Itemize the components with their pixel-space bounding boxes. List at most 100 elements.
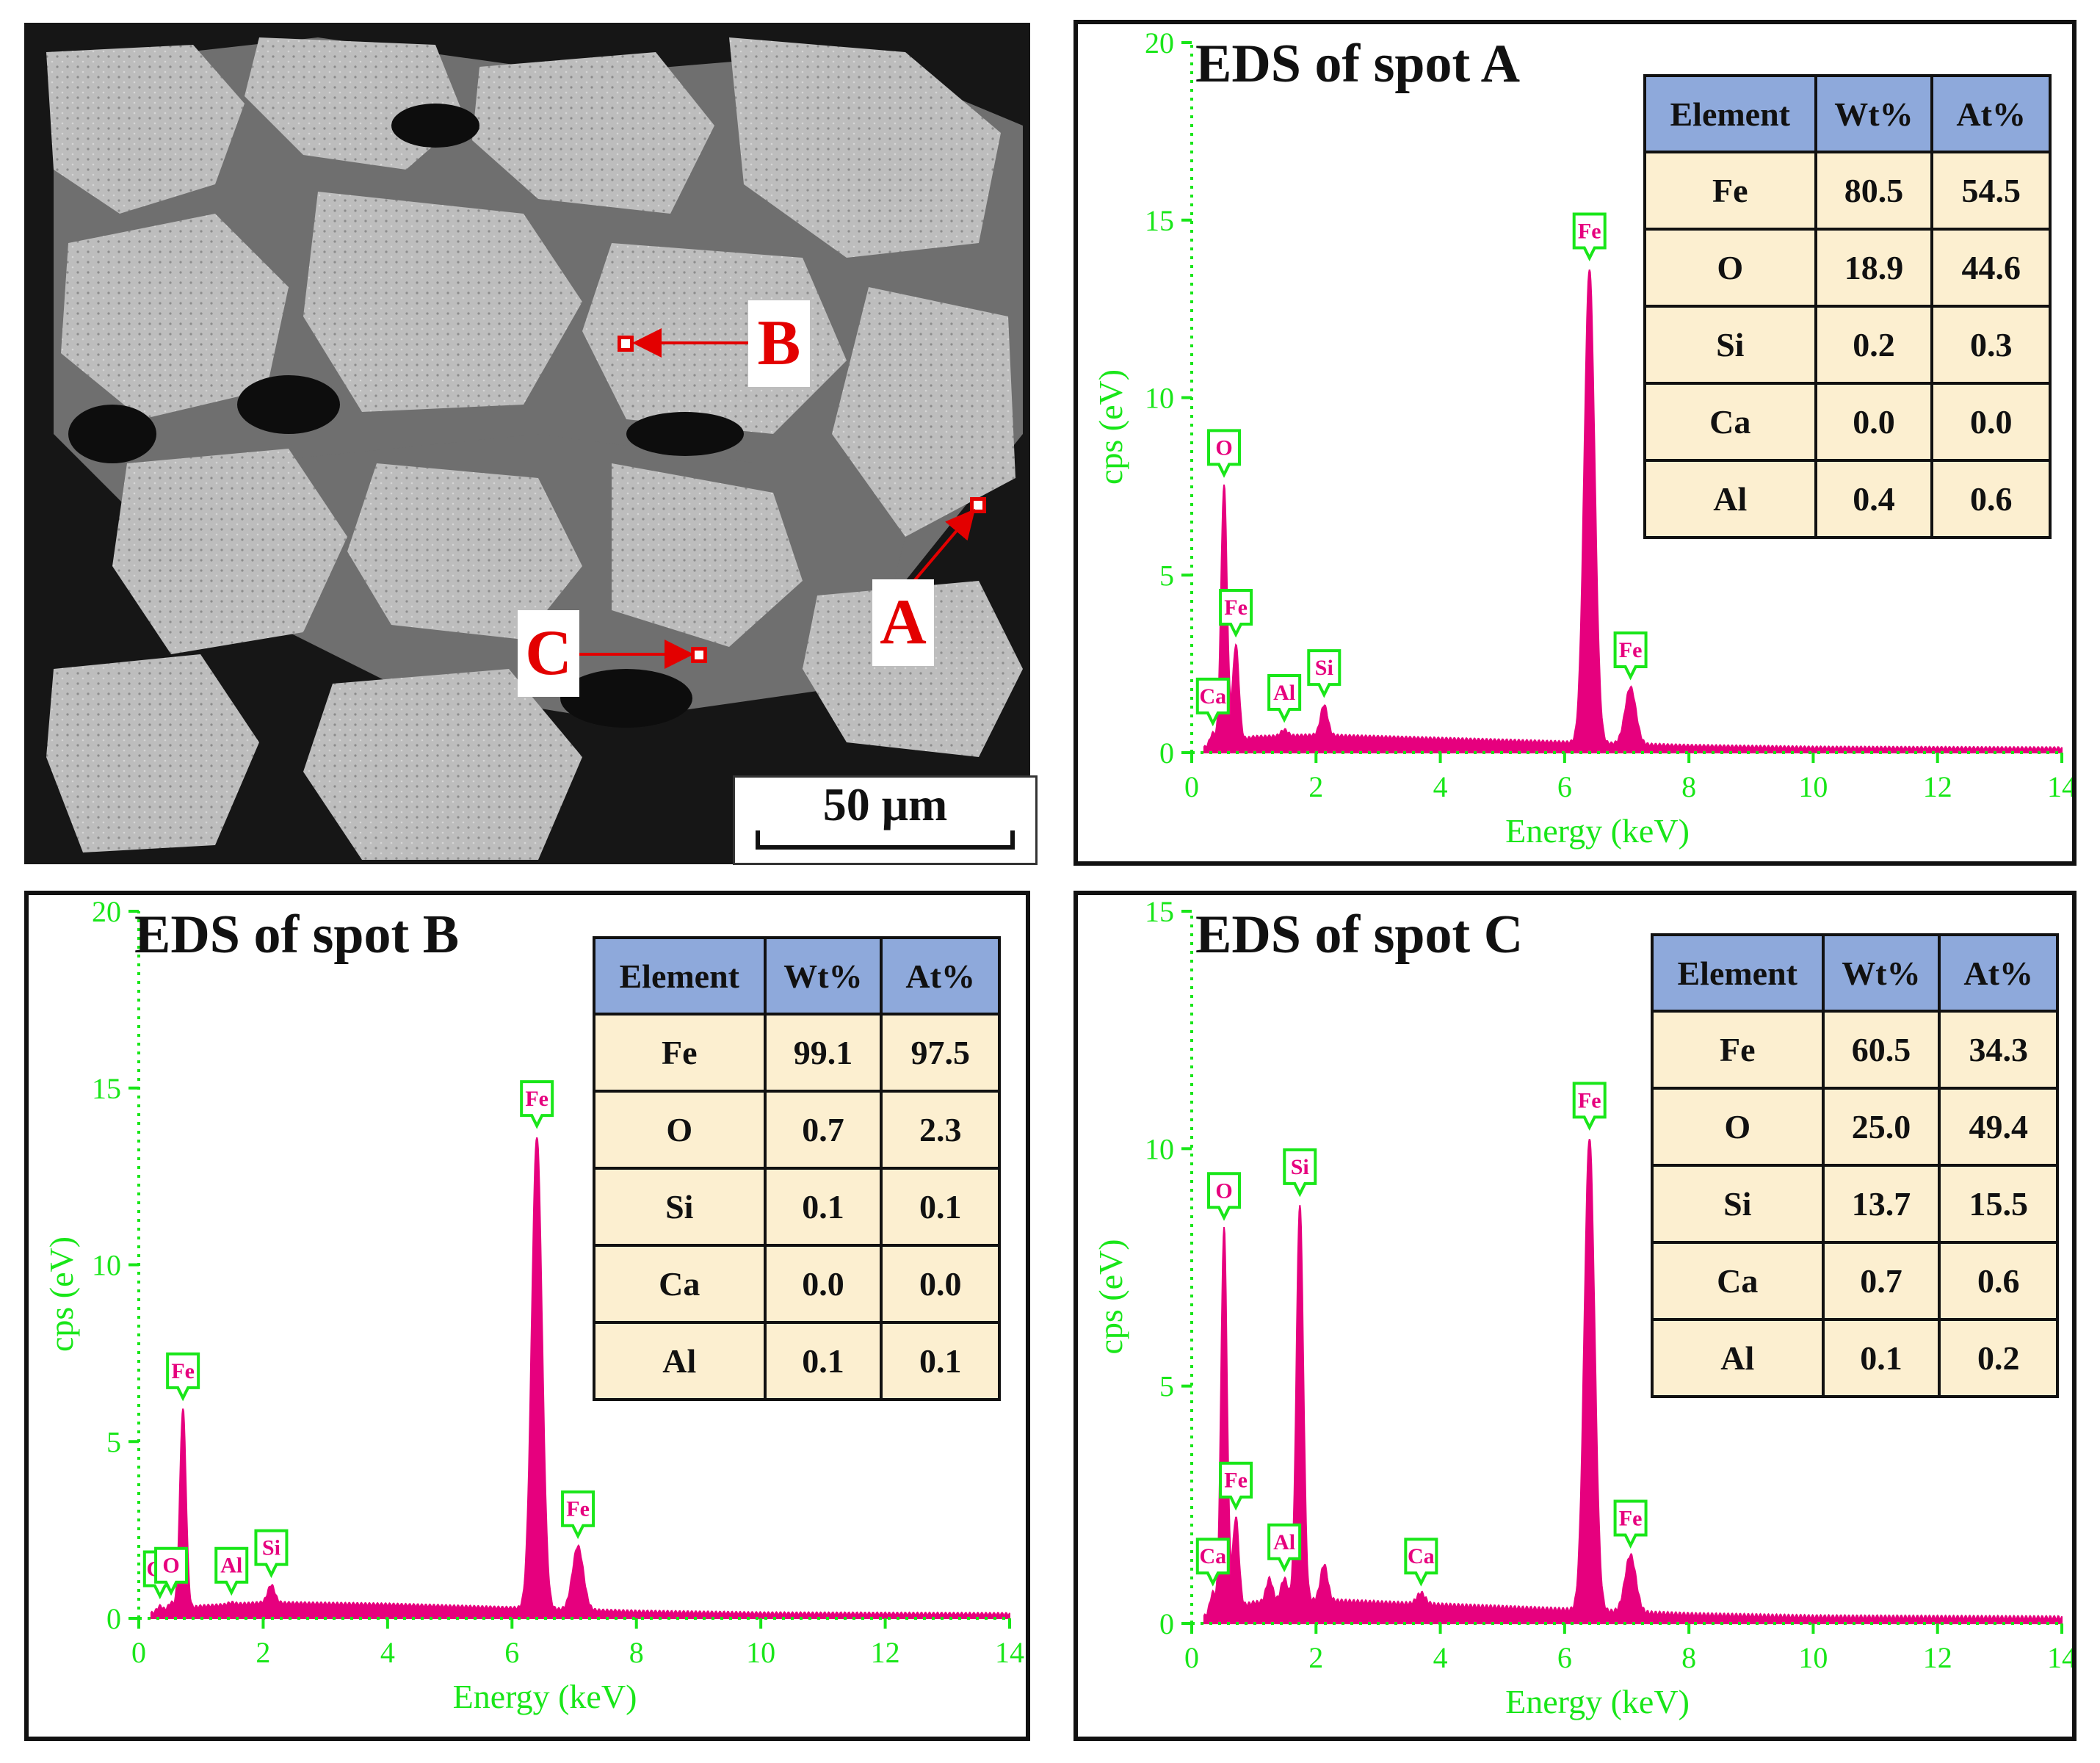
wt-cell: 0.4 [1814,459,1934,539]
peak-label: Fe [1572,212,1607,261]
x-tick-label: 14 [2047,770,2072,803]
peak-label: Ca [1404,1538,1438,1587]
col-wt: Wt% [1821,933,1941,1013]
element-cell: Si [1651,1164,1825,1244]
peak-label-text: Si [1291,1155,1309,1179]
peak-label: Si [254,1529,289,1579]
spot-label-b: B [748,300,810,387]
eds-title-c: EDS of spot C [1195,905,1524,965]
peak-label: Fe [166,1352,200,1402]
at-cell: 0.6 [1938,1241,2059,1321]
col-at: At% [880,936,1001,1016]
eds-panel-a: 0 2 4 6 8 10 12 14 0 5 10 15 20 Energy (keV) cps (eV) C… [1073,20,2077,866]
wt-cell: 80.5 [1814,151,1934,231]
table-row: Fe 60.5 34.3 [1651,1010,2059,1090]
x-tick-label: 6 [504,1636,519,1669]
table-row: Ca 0.0 0.0 [1643,382,2052,462]
x-tick-label: 4 [380,1636,395,1669]
y-tick-label: 0 [1159,1607,1174,1640]
element-cell: O [593,1090,767,1170]
element-cell: Ca [593,1244,767,1324]
table-row: Fe 99.1 97.5 [593,1013,1001,1093]
peak-label-text: Fe [566,1497,590,1521]
eds-table-c: Element Wt% At% Fe 60.5 34.3 O 25.0 49.4 Si 13.… [1651,933,2059,1398]
y-axis-label: cps (eV) [1092,1239,1129,1354]
x-tick-label: 10 [1798,770,1828,803]
wt-cell: 0.7 [1821,1241,1941,1321]
peak-label: Fe [1613,1499,1648,1549]
peak-label-text: Si [1315,656,1333,680]
y-tick-label: 20 [1145,26,1174,59]
y-tick-label: 5 [1159,1370,1174,1403]
peak-label: Al [1267,673,1302,723]
at-cell: 0.1 [880,1167,1001,1247]
at-cell: 49.4 [1938,1087,2059,1167]
x-axis-label: Energy (keV) [1505,1683,1690,1720]
at-cell: 0.2 [1938,1318,2059,1398]
y-axis-label: cps (eV) [43,1237,80,1352]
x-tick-label: 4 [1433,770,1448,803]
x-tick-label: 6 [1557,770,1572,803]
element-cell: Fe [1651,1010,1825,1090]
sem-micrograph: A B C 50 μm [24,23,1038,865]
spot-label-c: C [518,610,579,697]
element-cell: O [1651,1087,1825,1167]
spot-label-a: A [872,579,934,666]
wt-cell: 0.1 [1821,1318,1941,1398]
peak-label-text: Al [220,1554,242,1578]
peak-label: Fe [1572,1082,1607,1131]
peak-label: Fe [1613,631,1648,681]
eds-spectrum-c: 0 2 4 6 8 10 12 14 0 5 10 15 Energy (keV) cps (eV) Ca O… [1092,895,2072,1720]
table-row: Al 0.4 0.6 [1643,459,2052,539]
eds-table-b: Element Wt% At% Fe 99.1 97.5 O 0.7 2.3 Si 0.1 0.… [593,936,1001,1401]
y-tick-label: 20 [92,895,121,928]
x-tick-label: 12 [1923,770,1952,803]
peak-label-text: Si [262,1536,280,1560]
x-tick-label: 8 [1681,770,1696,803]
element-cell: Si [1643,305,1817,385]
peak-label-text: Al [1273,1530,1295,1554]
x-tick-label: 0 [131,1636,146,1669]
peak-label-text: Fe [1578,1088,1601,1112]
x-tick-label: 14 [995,1636,1024,1669]
peak-label: Ca [1195,677,1230,727]
wt-cell: 13.7 [1821,1164,1941,1244]
y-tick-label: 0 [1159,736,1174,770]
at-cell: 2.3 [880,1090,1001,1170]
peak-label: Fe [520,1080,554,1129]
y-tick-label: 15 [1145,895,1174,928]
at-cell: 0.3 [1930,305,2052,385]
peak-label-text: Fe [525,1087,548,1111]
peak-label-text: Fe [1619,638,1643,662]
element-cell: Al [593,1321,767,1401]
wt-cell: 0.1 [763,1321,883,1401]
peak-label: O [154,1546,189,1596]
x-tick-label: 10 [1798,1641,1828,1674]
peak-label-text: Ca [1408,1544,1435,1568]
eds-panel-b: 0 2 4 6 8 10 12 14 0 5 10 15 20 Energy (keV) cps (eV) C… [24,891,1030,1741]
col-element: Element [593,936,767,1016]
eds-title-b: EDS of spot B [134,905,460,965]
element-cell: Ca [1651,1241,1825,1321]
table-row: Si 0.2 0.3 [1643,305,2052,385]
at-cell: 0.1 [880,1321,1001,1401]
peak-label-text: Ca [1199,1544,1226,1568]
x-tick-label: 0 [1184,1641,1199,1674]
x-axis-label: Energy (keV) [1505,812,1690,850]
peak-label: Al [1267,1523,1302,1573]
x-tick-label: 10 [746,1636,775,1669]
peak-label: O [1207,1172,1242,1221]
wt-cell: 18.9 [1814,228,1934,308]
peak-label: Fe [561,1490,595,1540]
at-cell: 0.0 [880,1244,1001,1324]
table-row: O 0.7 2.3 [593,1090,1001,1170]
x-tick-label: 12 [871,1636,900,1669]
table-row: O 18.9 44.6 [1643,228,2052,308]
peak-label: Si [1307,649,1342,698]
y-tick-label: 15 [1145,204,1174,237]
x-tick-label: 2 [256,1636,270,1669]
table-row: Si 0.1 0.1 [593,1167,1001,1247]
spot-marker-b [618,336,634,352]
at-cell: 15.5 [1938,1164,2059,1244]
table-row: Fe 80.5 54.5 [1643,151,2052,231]
